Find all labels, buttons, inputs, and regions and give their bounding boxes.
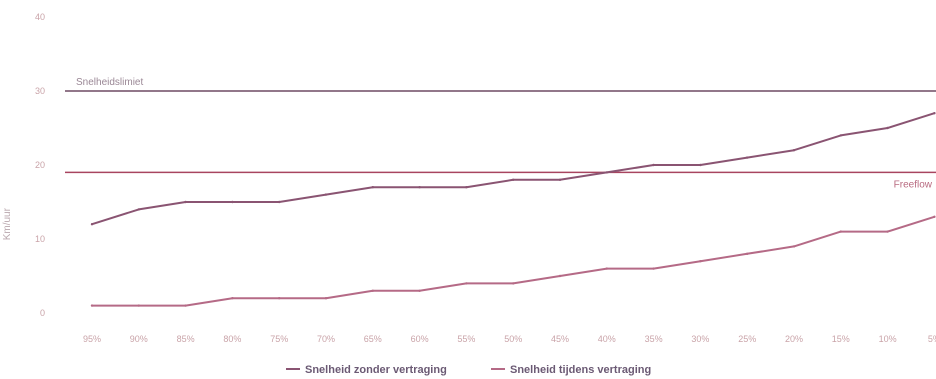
series-line-0 — [91, 112, 936, 226]
x-axis: 95% 90% 85% 80% 75% 70% 65% 60% 55% 50% 45% 40% 35% 3… — [83, 334, 936, 344]
legend-label-1: Snelheid tijdens vertraging — [510, 364, 651, 376]
series-1-point-10 — [558, 274, 562, 278]
series-0-point-3 — [231, 200, 234, 204]
series-0-point-8 — [465, 186, 468, 189]
x-tick-label-9: 50% — [504, 334, 522, 344]
x-tick-label-17: 10% — [879, 334, 897, 344]
series-1-point-7 — [418, 289, 421, 292]
series-0-point-18 — [933, 112, 936, 115]
y-tick-label-1: 10 — [35, 234, 45, 244]
series-0-point-10 — [558, 178, 562, 181]
series-line-1 — [91, 215, 936, 307]
reference-lines: Snelheidslimiet Freeflow — [65, 77, 936, 190]
y-tick-label-3: 30 — [35, 86, 45, 96]
series-0-point-1 — [137, 208, 140, 211]
series-0-point-16 — [839, 134, 842, 137]
series-0-point-11 — [605, 171, 608, 174]
series-1-point-15 — [792, 245, 796, 248]
series-1-point-16 — [839, 230, 842, 233]
series-1-point-6 — [371, 289, 374, 292]
x-tick-label-7: 60% — [411, 334, 429, 344]
series-0-point-4 — [278, 200, 281, 204]
y-axis-label: Km/uur — [2, 207, 13, 240]
legend: Snelheid zonder vertraging Snelheid tijde… — [286, 364, 651, 376]
x-tick-label-11: 40% — [598, 334, 616, 344]
y-tick-label-2: 20 — [35, 160, 45, 170]
reference-line-label-0: Snelheidslimiet — [76, 77, 143, 88]
x-tick-label-10: 45% — [551, 334, 569, 344]
series-1-point-12 — [652, 267, 655, 270]
x-tick-label-3: 80% — [223, 334, 241, 344]
x-tick-label-15: 20% — [785, 334, 803, 344]
x-tick-label-1: 90% — [130, 334, 148, 344]
x-tick-label-14: 25% — [738, 334, 756, 344]
x-tick-label-12: 35% — [645, 334, 663, 344]
series-1-point-14 — [746, 252, 749, 255]
series-1-point-9 — [512, 282, 515, 285]
series-1-point-3 — [231, 297, 234, 300]
x-tick-label-16: 15% — [832, 334, 850, 344]
x-tick-label-2: 85% — [177, 334, 195, 344]
series-0-point-6 — [371, 186, 374, 189]
series-0-point-12 — [652, 163, 655, 167]
series-0-point-0 — [90, 223, 94, 226]
series-0-point-5 — [324, 193, 328, 196]
legend-label-0: Snelheid zonder vertraging — [305, 364, 447, 376]
series-0-point-15 — [792, 149, 796, 152]
series-0-point-14 — [746, 156, 749, 159]
series-1-point-4 — [278, 297, 281, 300]
x-tick-label-0: 95% — [83, 334, 101, 344]
y-tick-label-0: 0 — [40, 308, 45, 318]
x-tick-label-4: 75% — [270, 334, 288, 344]
series-1-point-2 — [184, 304, 187, 307]
x-tick-label-5: 70% — [317, 334, 335, 344]
series-1-point-18 — [933, 215, 936, 218]
series-1-point-8 — [465, 282, 468, 285]
series-0-point-7 — [418, 186, 421, 189]
series-0-point-2 — [184, 200, 187, 204]
series-0-point-9 — [512, 178, 515, 181]
series-1-point-13 — [699, 260, 702, 263]
series-0-point-13 — [699, 163, 702, 167]
x-tick-label-8: 55% — [457, 334, 475, 344]
y-tick-label-4: 40 — [35, 12, 45, 22]
x-tick-label-13: 30% — [691, 334, 709, 344]
series-0-point-17 — [886, 126, 889, 130]
x-tick-label-6: 65% — [364, 334, 382, 344]
y-axis: 0 10 20 30 40 — [35, 12, 45, 318]
series-lines — [90, 112, 936, 307]
reference-line-label-1: Freeflow — [894, 179, 933, 190]
x-tick-label-18: 5% — [928, 334, 936, 344]
series-1-point-1 — [137, 304, 140, 307]
series-1-point-17 — [886, 230, 889, 233]
series-1-point-5 — [324, 297, 328, 300]
series-1-point-11 — [605, 267, 608, 270]
series-1-point-0 — [90, 304, 94, 307]
